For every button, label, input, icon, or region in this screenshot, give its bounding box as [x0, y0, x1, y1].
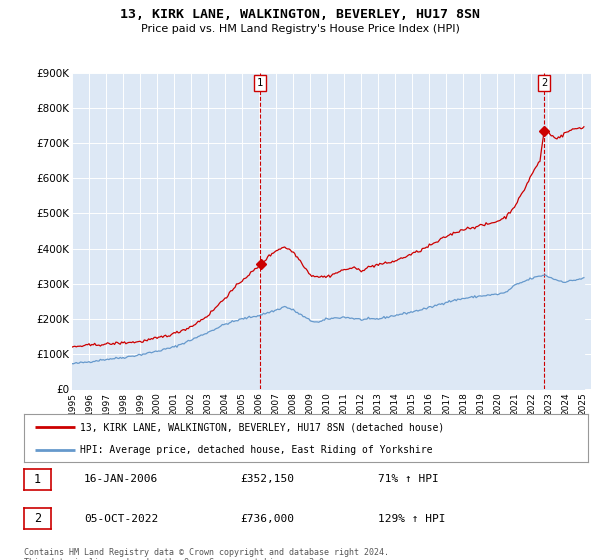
Text: HPI: Average price, detached house, East Riding of Yorkshire: HPI: Average price, detached house, East…: [80, 445, 433, 455]
Text: 1: 1: [257, 78, 263, 88]
Text: Price paid vs. HM Land Registry's House Price Index (HPI): Price paid vs. HM Land Registry's House …: [140, 24, 460, 34]
Text: £352,150: £352,150: [240, 474, 294, 484]
Text: 1: 1: [34, 473, 41, 486]
Text: 13, KIRK LANE, WALKINGTON, BEVERLEY, HU17 8SN (detached house): 13, KIRK LANE, WALKINGTON, BEVERLEY, HU1…: [80, 422, 445, 432]
Text: £736,000: £736,000: [240, 514, 294, 524]
Text: Contains HM Land Registry data © Crown copyright and database right 2024.
This d: Contains HM Land Registry data © Crown c…: [24, 548, 389, 560]
Text: 2: 2: [34, 512, 41, 525]
Text: 16-JAN-2006: 16-JAN-2006: [84, 474, 158, 484]
Text: 2: 2: [541, 78, 547, 88]
Text: 13, KIRK LANE, WALKINGTON, BEVERLEY, HU17 8SN: 13, KIRK LANE, WALKINGTON, BEVERLEY, HU1…: [120, 8, 480, 21]
Text: 71% ↑ HPI: 71% ↑ HPI: [378, 474, 439, 484]
Text: 05-OCT-2022: 05-OCT-2022: [84, 514, 158, 524]
Text: 129% ↑ HPI: 129% ↑ HPI: [378, 514, 445, 524]
